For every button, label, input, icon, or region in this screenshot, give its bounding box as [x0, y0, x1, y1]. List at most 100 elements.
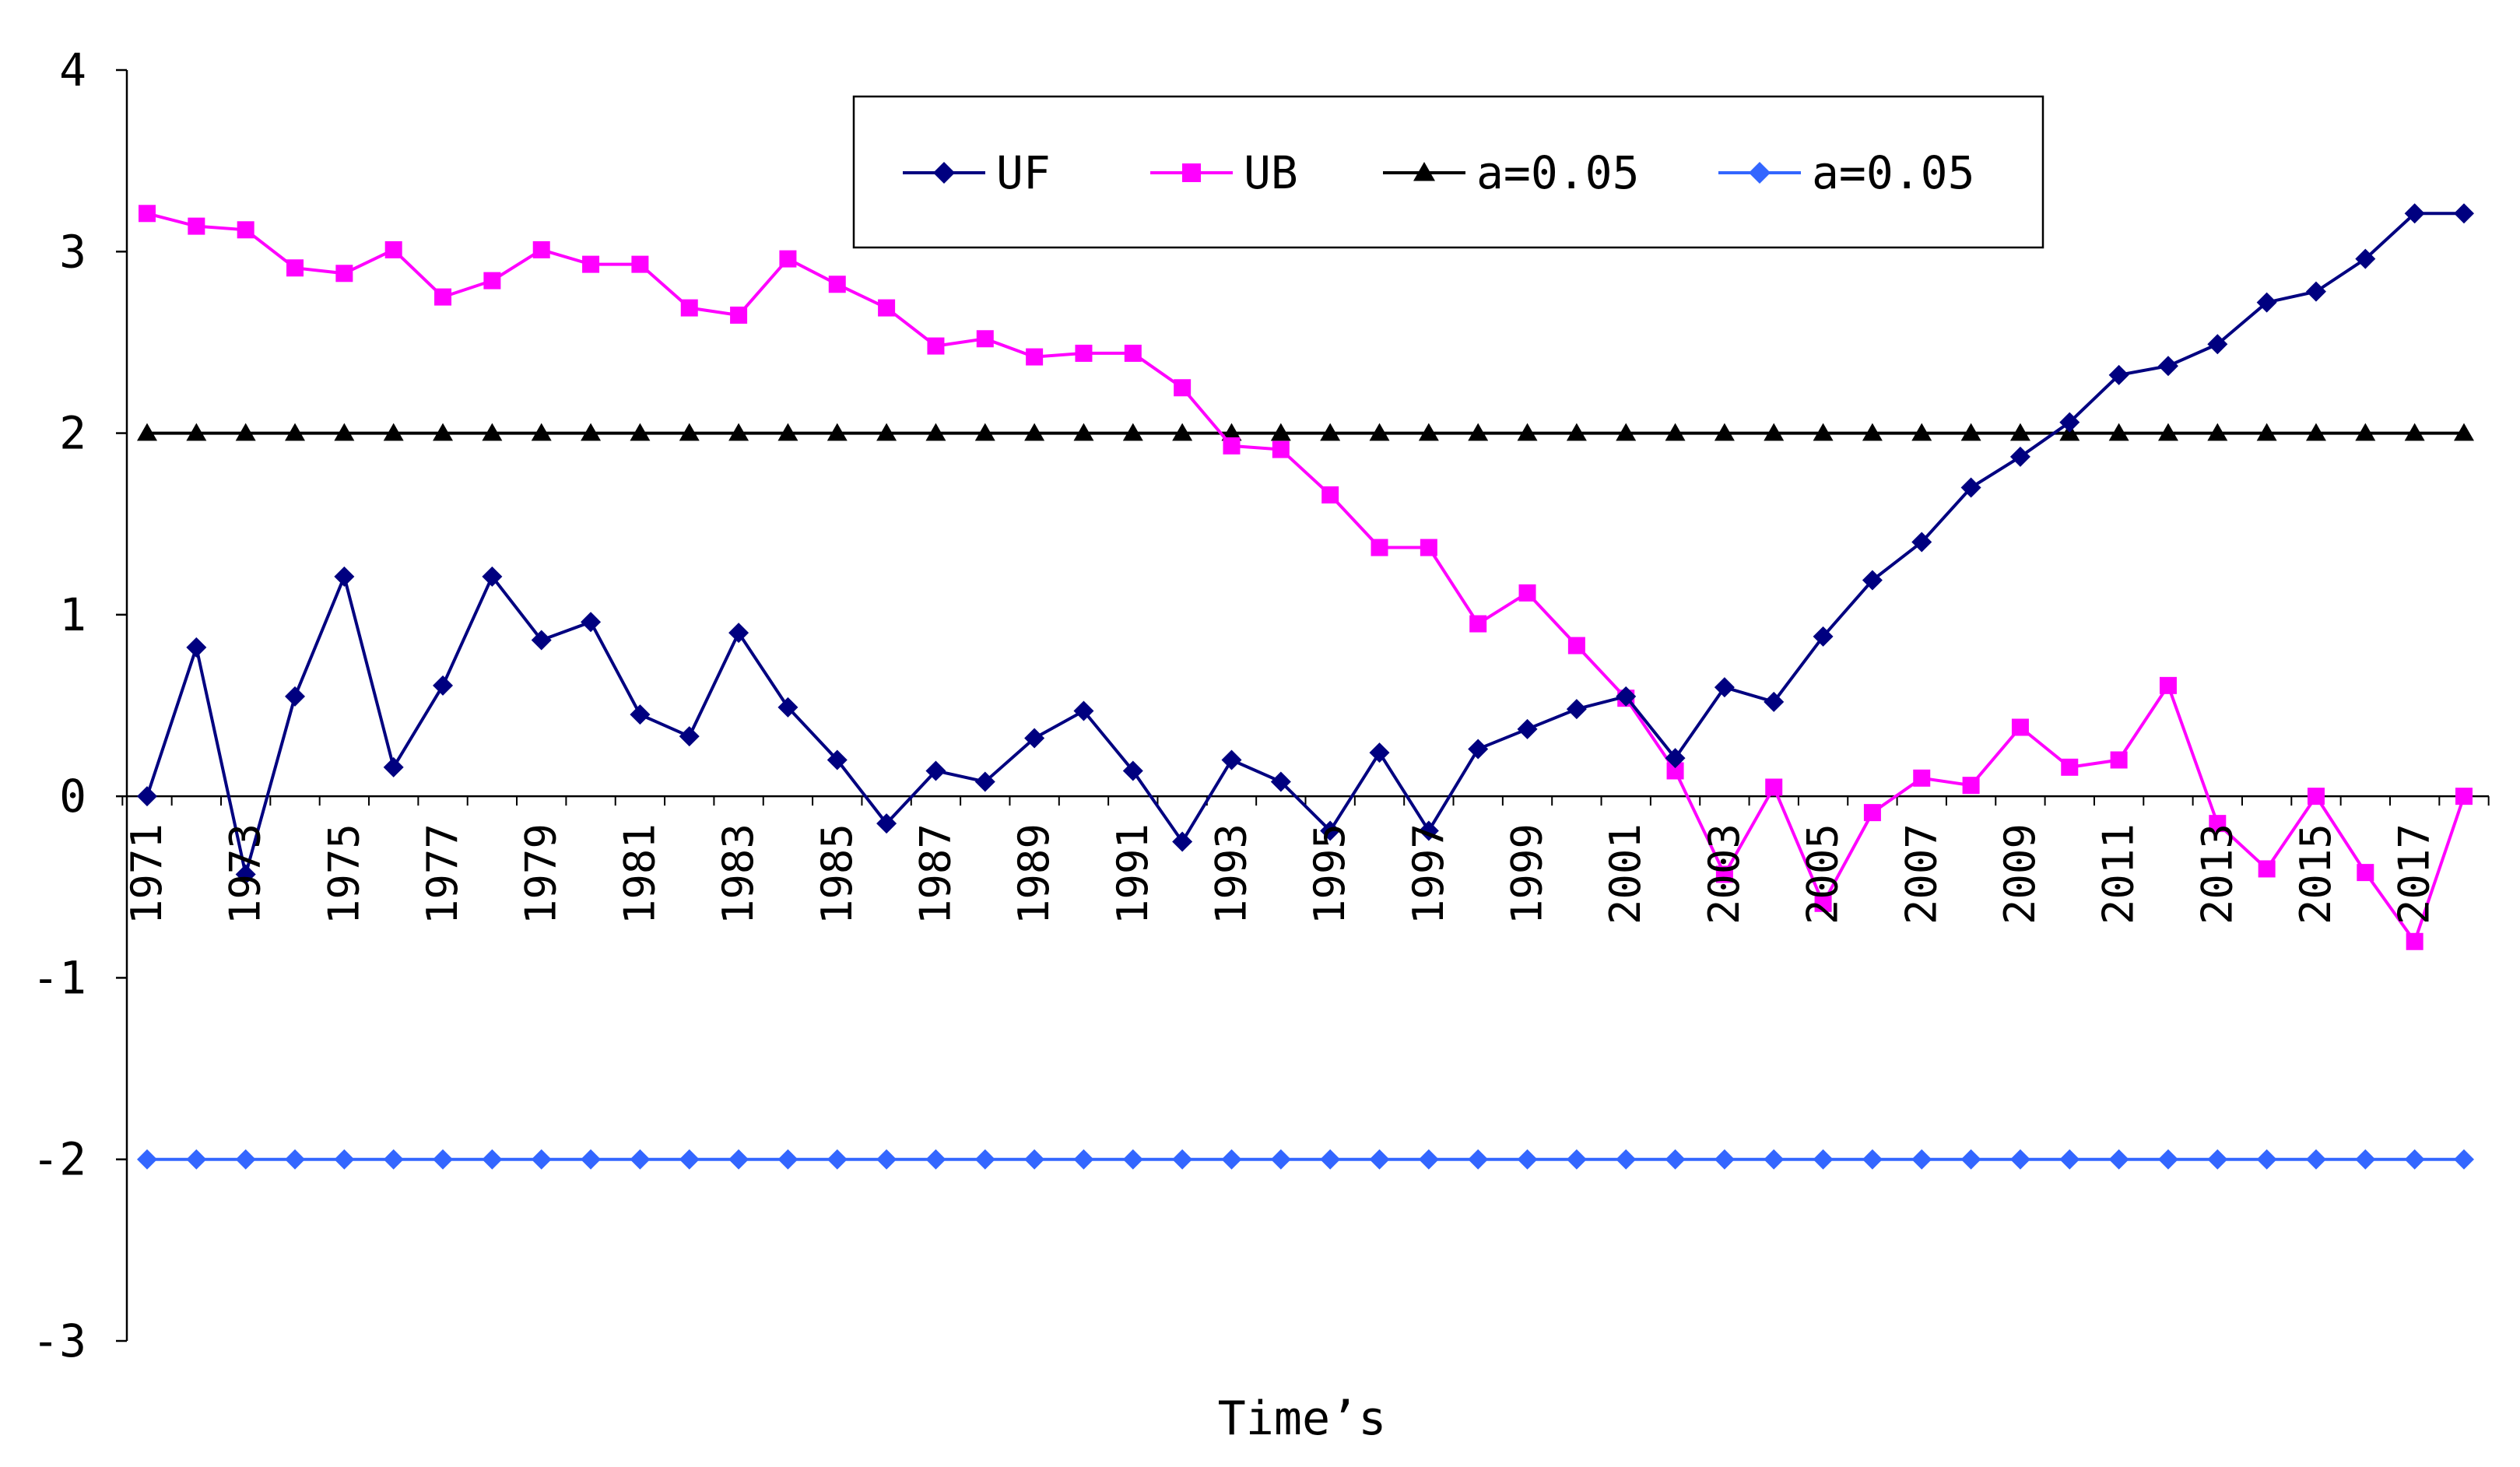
data-point [1960, 423, 1981, 441]
data-point [925, 423, 946, 441]
data-point [581, 612, 602, 633]
data-point [285, 686, 306, 707]
data-point [285, 423, 306, 441]
data-point [2406, 932, 2423, 950]
data-point [2157, 1149, 2178, 1170]
data-point [630, 423, 651, 441]
data-point [1863, 804, 1881, 822]
data-point [1813, 423, 1834, 441]
data-point [630, 1149, 651, 1170]
data-point [1369, 742, 1390, 763]
data-point [2011, 718, 2029, 736]
data-point [1714, 1149, 1735, 1170]
data-point [1172, 1149, 1193, 1170]
data-point [2061, 758, 2079, 776]
data-point [1862, 570, 1883, 591]
data-point [1567, 637, 1585, 655]
data-point [1813, 1149, 1834, 1170]
data-point [1666, 762, 1684, 780]
data-point [1221, 423, 1242, 441]
data-point [2009, 1149, 2030, 1170]
legend-label: UB [1244, 146, 1298, 199]
data-point [1122, 760, 1143, 781]
legend-item: a=0.05 [1718, 146, 1975, 199]
data-point [1813, 626, 1834, 647]
data-point [2454, 1149, 2474, 1170]
data-point [434, 288, 452, 306]
data-point [1814, 894, 1832, 912]
data-point [1122, 1149, 1143, 1170]
legend-label: a=0.05 [1476, 146, 1640, 199]
data-point [2256, 423, 2277, 441]
data-point [2207, 423, 2228, 441]
data-point [777, 1149, 798, 1170]
data-point [1174, 379, 1192, 397]
y-tick-label: 4 [59, 44, 86, 97]
data-point [2305, 423, 2326, 441]
data-point [728, 1149, 749, 1170]
data-point [927, 337, 945, 355]
y-tick-label: 0 [59, 770, 86, 823]
data-point [1026, 348, 1044, 366]
x-tick-label: 1989 [1009, 823, 1058, 925]
data-point [1468, 423, 1489, 441]
data-point [1468, 1149, 1489, 1170]
data-point [1075, 344, 1093, 362]
data-point [1024, 423, 1045, 441]
data-point [679, 423, 700, 441]
data-point [679, 1149, 700, 1170]
data-point [237, 221, 254, 239]
legend-item: UF [903, 146, 1051, 199]
data-point [2207, 1149, 2228, 1170]
data-point [925, 1149, 946, 1170]
x-tick-label: 2007 [1897, 823, 1946, 925]
data-point [235, 423, 256, 441]
data-point [1320, 820, 1341, 841]
data-point [976, 330, 994, 348]
x-tick-labels: 1971 1973 1975 1977 1979 1981 1983 1985 1987 1989… [122, 823, 2439, 925]
data-point [1270, 423, 1291, 441]
x-tick-label: 1973 [221, 823, 270, 925]
data-point [876, 423, 897, 441]
data-point [531, 1149, 552, 1170]
x-tick-label: 2009 [1995, 823, 2044, 925]
data-point [1418, 820, 1439, 841]
data-point [581, 1149, 602, 1170]
data-point [1024, 1149, 1045, 1170]
data-point [1862, 423, 1883, 441]
data-point [1517, 423, 1538, 441]
data-point [186, 1149, 207, 1170]
data-point [433, 423, 454, 441]
data-point [2157, 356, 2178, 377]
data-point [1749, 162, 1771, 184]
data-point [186, 423, 207, 441]
series-uf [137, 203, 2474, 885]
data-point [2355, 423, 2376, 441]
data-point [1764, 1149, 1785, 1170]
data-point [137, 423, 157, 441]
data-point [1073, 700, 1094, 721]
data-point [1566, 423, 1587, 441]
data-point [384, 240, 402, 258]
data-point [383, 423, 404, 441]
y-tick-label: -2 [32, 1133, 86, 1186]
data-point [1073, 423, 1094, 441]
data-point [1764, 423, 1785, 441]
data-point [139, 205, 156, 223]
data-point [2454, 203, 2474, 224]
data-point [1517, 1149, 1538, 1170]
data-point [1122, 423, 1143, 441]
data-point [1962, 777, 1980, 795]
data-point [779, 250, 797, 268]
data-point [2404, 1149, 2425, 1170]
data-point [188, 217, 205, 235]
data-point [777, 697, 798, 718]
data-point [827, 749, 848, 770]
data-point [1321, 486, 1339, 504]
data-point [1270, 1149, 1291, 1170]
data-point [730, 306, 748, 324]
x-tick-label: 1997 [1404, 823, 1453, 925]
data-point [2307, 788, 2325, 805]
data-point [1124, 344, 1142, 362]
